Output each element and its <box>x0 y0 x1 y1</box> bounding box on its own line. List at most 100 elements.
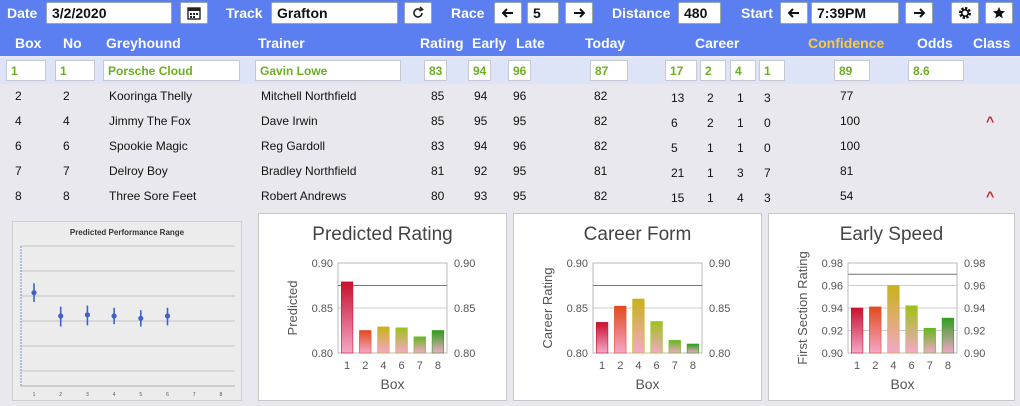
cell-late: 96 <box>513 89 527 103</box>
x-tick-label: 2 <box>362 360 368 372</box>
refresh-icon <box>413 6 424 18</box>
track-field[interactable]: Grafton <box>271 2 398 24</box>
settings-button[interactable] <box>951 2 979 24</box>
col-class[interactable]: Class <box>973 35 1011 51</box>
race-prev-button[interactable] <box>494 2 522 24</box>
x-tick-label: 8 <box>220 392 223 398</box>
table-row[interactable]: 7 7 Delroy Boy Bradley Northfield 81 92 95 81 21… <box>0 158 1020 183</box>
race-next-button[interactable] <box>565 2 593 24</box>
star-icon <box>993 7 1005 19</box>
selected-confidence[interactable]: 89 <box>834 60 870 81</box>
selected-career-wins[interactable]: 2 <box>700 60 726 81</box>
selected-trainer[interactable]: Gavin Lowe <box>255 60 401 81</box>
cell-early: 94 <box>474 89 488 103</box>
bar <box>395 327 408 354</box>
distance-field[interactable]: 480 <box>678 2 721 24</box>
selected-late[interactable]: 96 <box>508 60 531 81</box>
selected-early[interactable]: 94 <box>468 60 491 81</box>
date-field[interactable]: 3/2/2020 <box>46 2 172 24</box>
y2-tick-label: 0.94 <box>964 303 985 315</box>
cell-box: 8 <box>15 189 22 203</box>
selected-no[interactable]: 1 <box>55 60 95 81</box>
selected-career-starts[interactable]: 17 <box>665 60 697 81</box>
cell-career: 1 <box>737 91 744 105</box>
cell-career: 13 <box>671 91 685 105</box>
chart-title: Predicted Performance Range <box>69 228 185 237</box>
start-prev-button[interactable] <box>780 2 808 24</box>
cell-late: 95 <box>513 189 527 203</box>
calendar-button[interactable] <box>180 2 208 24</box>
x-tick-label: 4 <box>890 360 896 372</box>
cell-rating: 81 <box>431 164 445 178</box>
y2-tick-label: 0.96 <box>964 281 985 293</box>
cell-career: 1 <box>707 191 714 205</box>
cell-greyhound: Three Sore Feet <box>109 189 197 203</box>
selected-odds[interactable]: 8.6 <box>908 60 964 81</box>
selected-career-thirds[interactable]: 1 <box>759 60 785 81</box>
y-tick-label: 0.80 <box>567 348 588 360</box>
y-tick-label: 0.90 <box>822 348 843 360</box>
selected-box[interactable]: 1 <box>6 60 46 81</box>
chart-title: Predicted Rating <box>312 224 453 245</box>
cell-career: 1 <box>737 116 744 130</box>
table-row[interactable]: 2 2 Kooringa Thelly Mitchell Northfield 85 94… <box>0 83 1020 108</box>
cell-box: 2 <box>15 89 22 103</box>
arrow-right-icon <box>914 8 925 18</box>
cell-early: 92 <box>474 164 488 178</box>
col-box[interactable]: Box <box>15 35 42 51</box>
selected-runner-row[interactable]: 1 1 Porsche Cloud Gavin Lowe 83 94 96 87… <box>0 58 1020 84</box>
col-odds[interactable]: Odds <box>917 35 953 51</box>
race-field[interactable]: 5 <box>527 2 559 24</box>
y-axis-label: Career Rating <box>540 268 555 349</box>
cell-confidence: 100 <box>840 139 861 153</box>
start-next-button[interactable] <box>905 2 933 24</box>
y2-tick-label: 0.92 <box>964 326 985 338</box>
cell-no: 6 <box>63 139 70 153</box>
range-point <box>164 313 171 319</box>
cell-rating: 85 <box>431 114 445 128</box>
x-tick-label: 6 <box>909 360 915 372</box>
start-time-field[interactable]: 7:39PM <box>811 2 899 24</box>
col-late[interactable]: Late <box>516 35 545 51</box>
col-rating[interactable]: Rating <box>420 35 464 51</box>
cell-today: 82 <box>594 189 608 203</box>
selected-rating[interactable]: 83 <box>424 60 447 81</box>
selected-career-seconds[interactable]: 4 <box>730 60 756 81</box>
cell-career: 4 <box>737 191 744 205</box>
favorite-button[interactable] <box>985 2 1013 24</box>
col-today[interactable]: Today <box>585 35 626 51</box>
cell-box: 4 <box>15 114 22 128</box>
x-tick-label: 6 <box>399 360 405 372</box>
refresh-button[interactable] <box>404 2 432 24</box>
y2-tick-label: 0.90 <box>709 258 730 270</box>
cell-trainer: Mitchell Northfield <box>261 89 357 103</box>
col-career[interactable]: Career <box>695 35 740 51</box>
x-axis-label: Box <box>890 376 914 392</box>
col-greyhound[interactable]: Greyhound <box>106 35 181 51</box>
cell-today: 81 <box>594 164 608 178</box>
col-no[interactable]: No <box>63 35 82 51</box>
table-row[interactable]: 6 6 Spookie Magic Reg Gardoll 83 94 96 82 5 1 1 0 10… <box>0 133 1020 158</box>
class-up-icon[interactable]: ^ <box>986 188 995 204</box>
distance-label: Distance <box>612 5 671 21</box>
y-tick-label: 0.85 <box>567 303 588 315</box>
predicted-rating-panel: Predicted Rating 0.80 0.80 0.85 0.85 0.90 0.9… <box>258 213 507 401</box>
performance-range-chart: Predicted Performance Range 1 2 3 4 5 6 7 8 <box>12 221 242 401</box>
class-up-icon[interactable]: ^ <box>986 113 995 129</box>
cell-greyhound: Delroy Boy <box>109 164 168 178</box>
x-tick-label: 7 <box>927 360 933 372</box>
y-tick-label: 0.90 <box>312 258 333 270</box>
y2-tick-label: 0.98 <box>964 258 985 270</box>
table-row[interactable]: 8 8 Three Sore Feet Robert Andrews 80 93 95 82 1… <box>0 183 1020 208</box>
col-early[interactable]: Early <box>472 35 507 51</box>
bar <box>923 327 936 354</box>
col-trainer[interactable]: Trainer <box>258 35 305 51</box>
x-tick-label: 8 <box>435 360 441 372</box>
selected-today[interactable]: 87 <box>590 60 628 81</box>
col-confidence[interactable]: Confidence <box>808 35 885 51</box>
table-row[interactable]: 4 4 Jimmy The Fox Dave Irwin 85 95 95 82 6 2 1 0 100… <box>0 108 1020 133</box>
y-tick-label: 0.92 <box>822 326 843 338</box>
bar <box>595 322 609 354</box>
selected-greyhound[interactable]: Porsche Cloud <box>103 60 240 81</box>
y2-tick-label: 0.90 <box>964 348 985 360</box>
